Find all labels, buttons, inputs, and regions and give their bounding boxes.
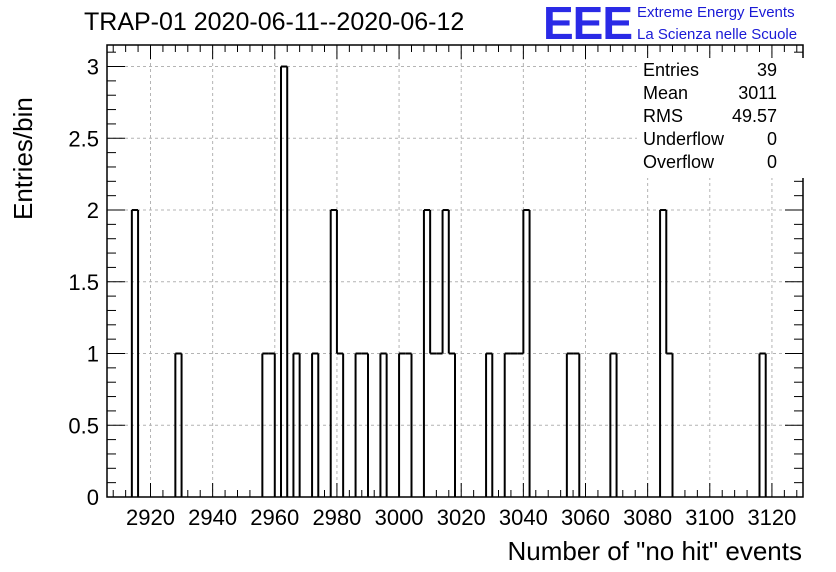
stat-key: Underflow — [643, 129, 725, 149]
plot-frame — [106, 44, 804, 498]
stat-row-entries: Entries 39 — [643, 60, 777, 82]
x-tick-label: 3000 — [375, 505, 424, 530]
stat-row-rms: RMS 49.57 — [643, 106, 777, 128]
x-tick-label: 2960 — [250, 505, 299, 530]
chart-title: TRAP-01 2020-06-11--2020-06-12 — [84, 8, 465, 36]
logo-mark: EEE — [543, 0, 633, 49]
x-tick-label: 3120 — [747, 505, 796, 530]
x-tick-label: 2920 — [126, 505, 175, 530]
logo-line-1: Extreme Energy Events — [637, 4, 795, 21]
stat-key: Mean — [643, 83, 689, 103]
y-tick-label: 2.5 — [68, 126, 99, 151]
y-tick-label: 1.5 — [68, 270, 99, 295]
x-tick-label: 3060 — [561, 505, 610, 530]
stats-box: Entries 39 Mean 3011 RMS 49.57 Underflow… — [637, 58, 805, 178]
stat-value: 3011 — [738, 83, 777, 103]
axis-ticks — [107, 45, 803, 498]
x-tick-label: 2980 — [312, 505, 361, 530]
y-tick-label: 3 — [87, 55, 99, 80]
stat-key: RMS — [643, 106, 683, 126]
x-tick-label: 2940 — [188, 505, 237, 530]
stat-value: 49.57 — [731, 106, 777, 126]
y-tick-label: 0 — [87, 485, 99, 510]
stat-row-mean: Mean 3011 — [643, 83, 777, 105]
x-tick-label: 3080 — [623, 505, 672, 530]
x-tick-label: 3100 — [685, 505, 734, 530]
y-tick-label: 0.5 — [68, 413, 99, 438]
x-tick-label: 3020 — [437, 505, 486, 530]
eee-logo: EEE Extreme Energy Events La Scienza nel… — [543, 0, 833, 49]
y-tick-label: 2 — [87, 198, 99, 223]
y-axis-label: Entries/bin — [8, 97, 38, 220]
x-axis-label: Number of "no hit" events — [507, 536, 803, 566]
stat-value: 0 — [766, 152, 777, 172]
stat-key: Entries — [643, 60, 700, 80]
histogram-bars — [130, 65, 767, 497]
stat-row-underflow: Underflow 0 — [643, 129, 777, 151]
stat-key: Overflow — [643, 152, 715, 172]
tick-labels: 2920 2940 2960 2980 3000 3020 3040 3060 3080 3100… — [68, 55, 796, 530]
x-tick-label: 3040 — [499, 505, 548, 530]
logo-line-2: La Scienza nelle Scuole — [637, 26, 798, 43]
stat-value: 39 — [756, 60, 777, 80]
stat-value: 0 — [766, 129, 777, 149]
y-tick-label: 1 — [87, 342, 99, 367]
stat-row-overflow: Overflow 0 — [643, 152, 777, 174]
